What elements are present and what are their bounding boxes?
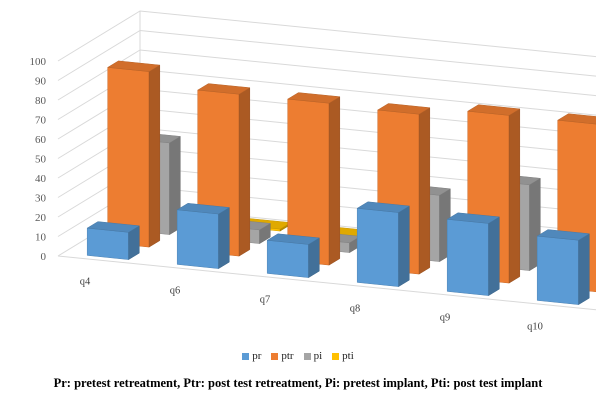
bar-pr-q8 (356, 201, 411, 288)
chart-caption: Pr: pretest retreatment, Ptr: post test … (53, 376, 543, 390)
y-tick-label: 0 (41, 251, 47, 263)
legend-item-pti: pti (332, 350, 354, 362)
bar-ptr-q4 (106, 60, 161, 248)
bar-pr-q4 (86, 221, 141, 261)
x-axis: q4 q6 q7 q8 q9 q10 (80, 277, 543, 333)
legend-item-pr: pr (242, 350, 261, 362)
y-tick-label: 40 (35, 173, 47, 185)
x-tick-label: q9 (440, 313, 451, 324)
x-tick-label: q7 (260, 295, 271, 306)
legend-label: pi (313, 350, 323, 362)
bar-pr-q7 (266, 233, 321, 279)
x-tick-label: q8 (350, 304, 361, 315)
chart-legend: pr ptr pi pti (0, 350, 596, 362)
legend-item-ptr: ptr (271, 350, 294, 362)
x-tick-label: q4 (80, 277, 91, 288)
legend-label: pti (342, 350, 354, 362)
legend-swatch (242, 352, 250, 360)
bar-pr-q10 (536, 229, 591, 306)
y-tick-label: 20 (35, 212, 47, 224)
legend-item-pi: pi (303, 350, 323, 362)
y-tick-label: 10 (35, 232, 47, 244)
legend-swatch (271, 352, 279, 360)
y-tick-label: 70 (35, 115, 47, 127)
floor-edge (57, 255, 596, 311)
legend-swatch (303, 352, 311, 360)
y-tick-label: 80 (35, 95, 47, 107)
y-tick-label: 90 (35, 76, 47, 88)
gridline (57, 10, 596, 62)
y-tick-label: 50 (35, 154, 47, 166)
x-tick-label: q10 (527, 322, 543, 333)
chart-bars (86, 60, 596, 306)
y-tick-label: 100 (30, 56, 47, 68)
bar-pr-q9 (446, 212, 501, 297)
x-tick-label: q6 (170, 286, 181, 297)
y-tick-label: 30 (35, 193, 47, 205)
legend-label: pr (252, 350, 262, 362)
bar-ptr-q7 (286, 92, 341, 266)
y-tick-label: 60 (35, 134, 47, 146)
y-axis: 0 10 20 30 40 50 60 70 80 90 100 (30, 56, 47, 263)
bar-pr-q6 (176, 203, 231, 270)
legend-swatch (332, 352, 340, 360)
legend-label: ptr (281, 350, 294, 362)
